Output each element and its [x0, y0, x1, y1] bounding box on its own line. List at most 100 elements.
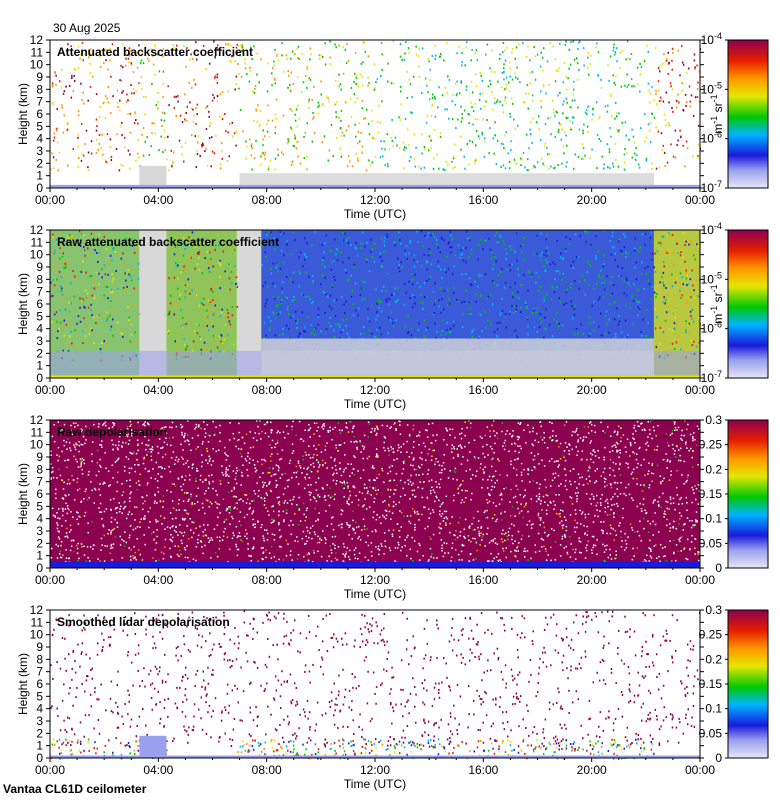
y-tick-label: 3 — [36, 334, 43, 348]
y-tick-label: 7 — [36, 95, 43, 109]
colorbar-tick-label: 0.15 — [699, 487, 723, 501]
y-axis-label: Height (km) — [16, 83, 30, 145]
y-tick-label: 8 — [36, 462, 43, 476]
panel-title: Raw depolarisation — [57, 425, 167, 439]
y-tick-label: 12 — [30, 33, 44, 47]
x-tick-label: 08:00 — [252, 193, 282, 207]
x-tick-label: 04:00 — [143, 193, 173, 207]
x-tick-label: 00:00 — [685, 763, 715, 777]
colorbar-tick-label: 0.15 — [699, 677, 723, 691]
colorbar-unit-label: m-1 sr-1 — [709, 94, 725, 133]
y-tick-label: 1 — [36, 359, 43, 373]
y-tick-label: 5 — [36, 309, 43, 323]
x-axis-label: Time (UTC) — [344, 587, 406, 601]
x-tick-label: 16:00 — [468, 383, 498, 397]
x-tick-label: 16:00 — [468, 193, 498, 207]
y-tick-label: 11 — [31, 45, 44, 59]
x-tick-label: 08:00 — [252, 383, 282, 397]
y-tick-label: 7 — [36, 475, 43, 489]
y-tick-label: 3 — [36, 524, 43, 538]
x-tick-label: 12:00 — [360, 573, 390, 587]
x-axis-label: Time (UTC) — [344, 207, 406, 221]
x-tick-label: 12:00 — [360, 763, 390, 777]
colorbar-tick-label: 0 — [715, 751, 722, 765]
y-tick-label: 7 — [36, 285, 43, 299]
y-tick-label: 4 — [36, 702, 43, 716]
y-tick-label: 3 — [36, 144, 43, 158]
panel-title: Attenuated backscatter coefficient — [57, 45, 253, 59]
x-tick-label: 08:00 — [252, 763, 282, 777]
x-axis-label: Time (UTC) — [344, 397, 406, 411]
x-tick-label: 20:00 — [577, 573, 607, 587]
y-tick-label: 5 — [36, 119, 43, 133]
x-tick-label: 00:00 — [35, 383, 65, 397]
y-tick-label: 8 — [36, 272, 43, 286]
x-tick-label: 04:00 — [143, 383, 173, 397]
y-tick-label: 10 — [30, 438, 44, 452]
y-tick-label: 4 — [36, 132, 43, 146]
x-tick-label: 00:00 — [685, 383, 715, 397]
x-tick-label: 08:00 — [252, 573, 282, 587]
y-tick-label: 8 — [36, 82, 43, 96]
colorbar-tick-label: 10-4 — [701, 221, 722, 237]
x-tick-label: 20:00 — [577, 193, 607, 207]
y-tick-label: 2 — [36, 156, 43, 170]
y-tick-label: 10 — [30, 58, 44, 72]
y-tick-label: 12 — [30, 223, 44, 237]
colorbar-tick-label: 10-5 — [701, 80, 722, 96]
x-tick-label: 20:00 — [577, 383, 607, 397]
x-tick-label: 16:00 — [468, 763, 498, 777]
panel-title: Smoothed lidar depolarisation — [57, 615, 230, 629]
colorbar-tick-label: 0 — [715, 561, 722, 575]
y-tick-label: 7 — [36, 665, 43, 679]
y-tick-label: 5 — [36, 689, 43, 703]
x-tick-label: 04:00 — [143, 763, 173, 777]
colorbar — [728, 230, 768, 378]
date-label: 30 Aug 2025 — [53, 21, 121, 35]
colorbar-tick-label: 10-5 — [701, 270, 722, 286]
y-tick-label: 6 — [36, 487, 43, 501]
y-tick-label: 5 — [36, 499, 43, 513]
y-tick-label: 11 — [31, 235, 44, 249]
colorbar-unit-label: m-1 sr-1 — [709, 284, 725, 323]
colorbar-tick-label: 10-4 — [701, 31, 722, 47]
x-tick-label: 00:00 — [35, 763, 65, 777]
y-tick-label: 12 — [30, 603, 44, 617]
colorbar-tick-label: 0.25 — [699, 628, 723, 642]
y-tick-label: 6 — [36, 677, 43, 691]
colorbar-tick-label: 0.2 — [705, 652, 722, 666]
y-tick-label: 9 — [36, 450, 43, 464]
colorbar-tick-label: 0.25 — [699, 438, 723, 452]
x-tick-label: 12:00 — [360, 193, 390, 207]
y-tick-label: 11 — [31, 425, 44, 439]
y-tick-label: 1 — [36, 739, 43, 753]
y-tick-label: 1 — [36, 169, 43, 183]
colorbar-tick-label: 0.1 — [705, 512, 722, 526]
x-axis-label: Time (UTC) — [344, 777, 406, 791]
y-tick-label: 8 — [36, 652, 43, 666]
x-tick-label: 16:00 — [468, 573, 498, 587]
colorbar — [728, 420, 768, 568]
colorbar-tick-label: 10-7 — [701, 179, 722, 195]
colorbar-tick-label: 0.05 — [699, 536, 723, 550]
x-tick-label: 04:00 — [143, 573, 173, 587]
footer-station-label: Vantaa CL61D ceilometer — [3, 782, 147, 796]
y-tick-label: 4 — [36, 322, 43, 336]
colorbar-tick-label: 0.2 — [705, 462, 722, 476]
x-tick-label: 00:00 — [35, 193, 65, 207]
y-tick-label: 10 — [30, 628, 44, 642]
x-tick-label: 00:00 — [685, 193, 715, 207]
y-tick-label: 12 — [30, 413, 44, 427]
x-tick-label: 00:00 — [35, 573, 65, 587]
y-axis-label: Height (km) — [16, 463, 30, 525]
y-tick-label: 2 — [36, 536, 43, 550]
y-tick-label: 3 — [36, 714, 43, 728]
y-tick-label: 1 — [36, 549, 43, 563]
y-tick-label: 6 — [36, 297, 43, 311]
